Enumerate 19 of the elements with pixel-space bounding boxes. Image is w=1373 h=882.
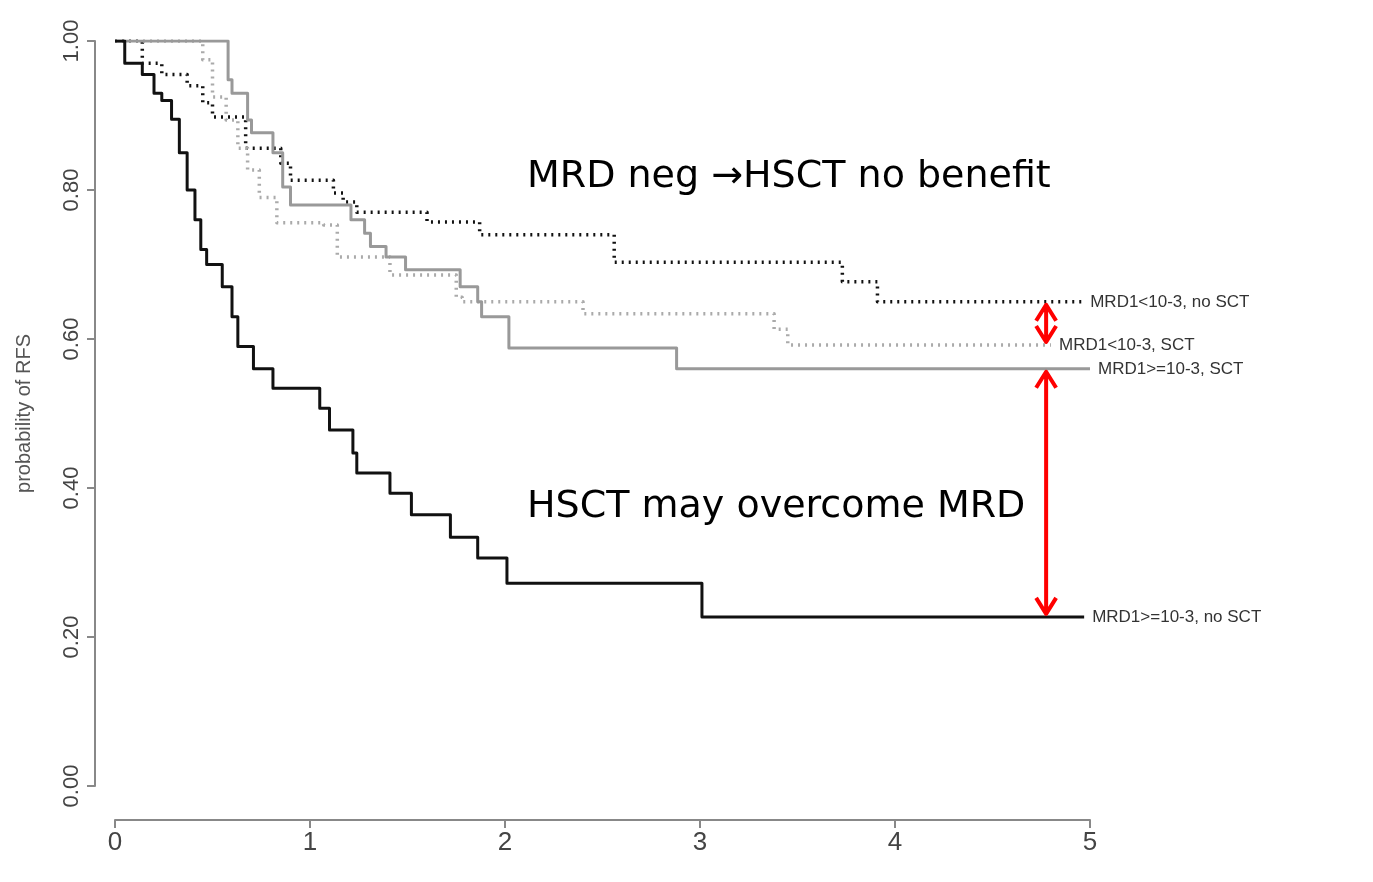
annotation: HSCT may overcome MRD — [527, 482, 1026, 526]
y-tick-label: 0.60 — [57, 317, 83, 361]
y-tick-label: 0.40 — [57, 466, 83, 510]
y-tick-label: 0.80 — [57, 168, 83, 212]
x-tick-label: 5 — [1082, 826, 1098, 856]
x-tick-label: 1 — [302, 826, 318, 856]
x-tick-label: 0 — [107, 826, 123, 856]
y-axis-title: probability of RFS — [12, 334, 34, 493]
y-tick-label: 1.00 — [57, 19, 83, 63]
series-label: MRD1<10-3, no SCT — [1090, 292, 1250, 312]
y-tick-label: 0.00 — [57, 764, 83, 808]
series-label: MRD1<10-3, SCT — [1059, 335, 1195, 355]
series-label: MRD1>=10-3, SCT — [1098, 359, 1244, 379]
series-label: MRD1>=10-3, no SCT — [1092, 607, 1262, 627]
x-tick-label: 4 — [887, 826, 903, 856]
x-tick-label: 3 — [692, 826, 708, 856]
x-tick-label: 2 — [497, 826, 513, 856]
annotation: MRD neg →HSCT no benefit — [527, 152, 1051, 196]
y-tick-label: 0.20 — [57, 615, 83, 659]
